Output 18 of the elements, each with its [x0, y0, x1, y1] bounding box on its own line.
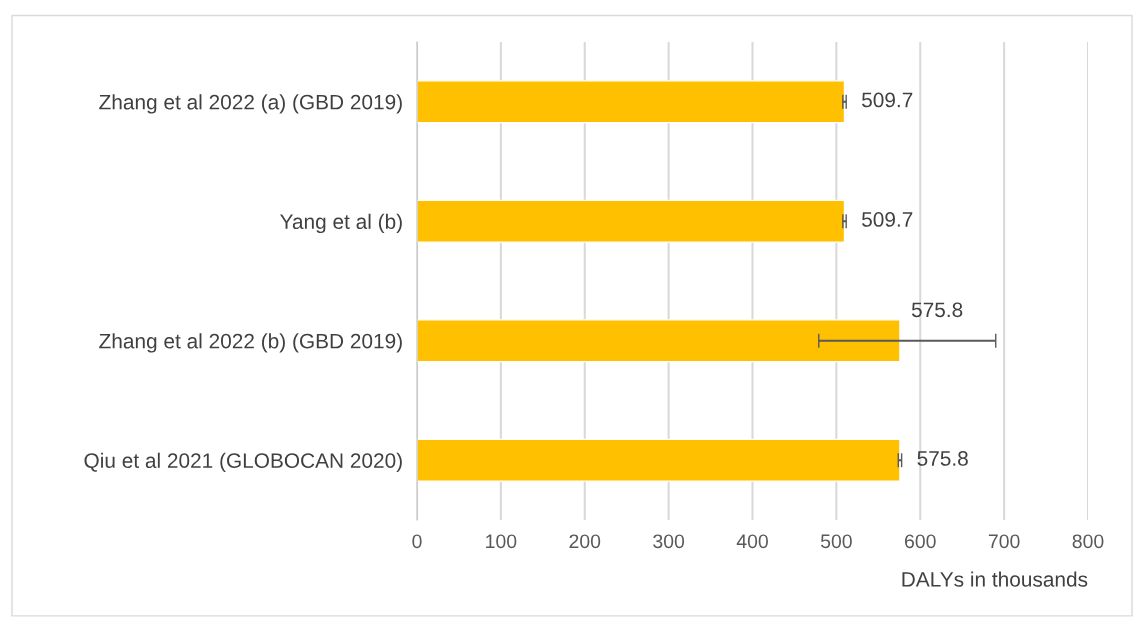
y-tick-label: Zhang et al 2022 (b) (GBD 2019) [99, 333, 402, 353]
x-axis-title: DALYs in thousands [902, 571, 1088, 587]
y-tick-label: Qiu et al 2021 (GLOBOCAN 2020) [84, 452, 402, 473]
data-label: 575.8 [917, 451, 968, 466]
x-tick-label: 0 [412, 534, 422, 549]
x-tick-label: 700 [988, 534, 1020, 549]
y-tick-label: Yang et al (b) [280, 213, 402, 234]
x-tick-label: 300 [653, 534, 685, 549]
data-label: 509.7 [862, 212, 913, 227]
x-tick-label: 200 [569, 534, 601, 549]
x-tick-label: 800 [1072, 534, 1104, 549]
x-tick-label: 400 [736, 534, 768, 549]
data-label: 575.8 [911, 302, 963, 318]
x-tick-label: 100 [486, 534, 517, 549]
x-tick-label: 600 [905, 534, 936, 549]
data-label: 509.7 [862, 92, 913, 108]
y-tick-label: Zhang et al 2022 (a) (GBD 2019) [99, 94, 402, 114]
x-tick-label: 500 [820, 534, 852, 549]
